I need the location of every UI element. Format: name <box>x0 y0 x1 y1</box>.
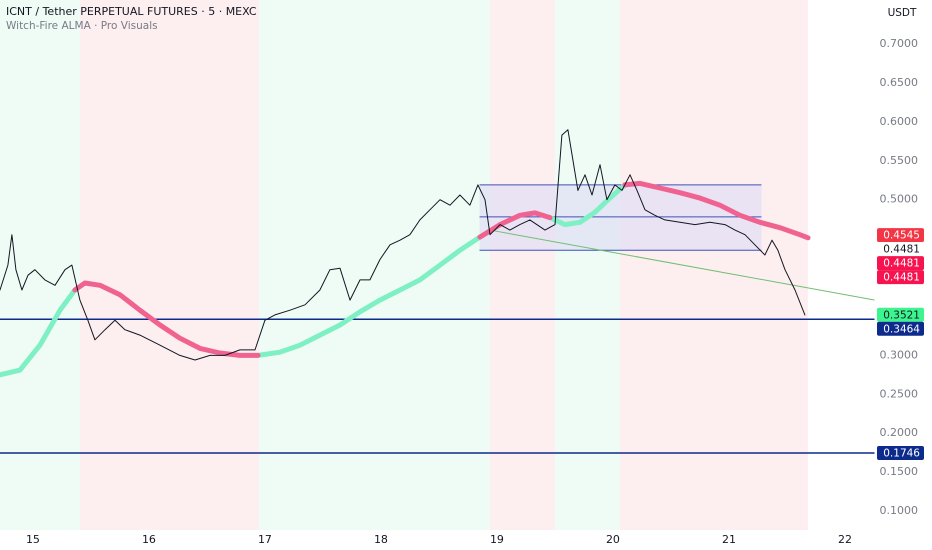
y-tick-label: 0.2000 <box>880 426 919 439</box>
chart-subtitle: Witch-Fire ALMA · Pro Visuals <box>6 20 158 32</box>
x-tick-label: 18 <box>374 533 388 546</box>
range-box <box>479 184 762 251</box>
x-tick-label: 21 <box>722 533 736 546</box>
zone <box>0 0 80 530</box>
price-label: 0.3464 <box>883 323 920 335</box>
y-tick-label: 0.1500 <box>880 465 919 478</box>
y-tick-label: 0.5500 <box>880 154 919 167</box>
y-tick-label: 0.2500 <box>880 387 919 400</box>
x-tick-label: 16 <box>142 533 156 546</box>
series-line <box>0 182 628 378</box>
price-label-box <box>877 270 924 285</box>
x-tick-label: 19 <box>490 533 504 546</box>
series-line <box>72 180 811 358</box>
zone <box>79 0 260 530</box>
x-tick-label: 17 <box>258 533 272 546</box>
zone <box>619 0 808 530</box>
y-tick-label: 0.7000 <box>880 37 919 50</box>
axis-unit: USDT <box>888 7 917 19</box>
price-label-box <box>877 307 924 322</box>
price-label: 0.4481 <box>883 244 920 256</box>
y-tick-label: 0.3000 <box>880 348 919 361</box>
price-label: 0.4481 <box>883 272 920 284</box>
x-tick-label: 20 <box>606 533 620 546</box>
x-tick-label: 15 <box>26 533 40 546</box>
price-label: 0.1746 <box>883 447 920 459</box>
trend-line <box>489 229 876 301</box>
price-label-box <box>877 228 924 243</box>
zone <box>554 0 620 530</box>
zone <box>259 0 490 530</box>
price-label: 0.4545 <box>883 230 920 242</box>
y-tick-label: 0.6000 <box>880 115 919 128</box>
y-tick-label: 0.5000 <box>880 193 919 206</box>
plot-area <box>0 0 876 530</box>
price-label: 0.4481 <box>883 258 920 270</box>
x-tick-label: 22 <box>838 533 852 546</box>
price-label-box <box>877 256 924 271</box>
price-label-box <box>877 321 924 336</box>
price-label: 0.3521 <box>883 309 920 321</box>
price-label-box <box>877 445 924 460</box>
y-tick-label: 0.1000 <box>880 504 919 517</box>
chart-title: ICNT / Tether PERPETUAL FUTURES · 5 · ME… <box>6 5 257 18</box>
y-tick-label: 0.6500 <box>880 76 919 89</box>
series-line <box>0 129 806 361</box>
price-label-box <box>877 242 924 257</box>
zone <box>489 0 555 530</box>
